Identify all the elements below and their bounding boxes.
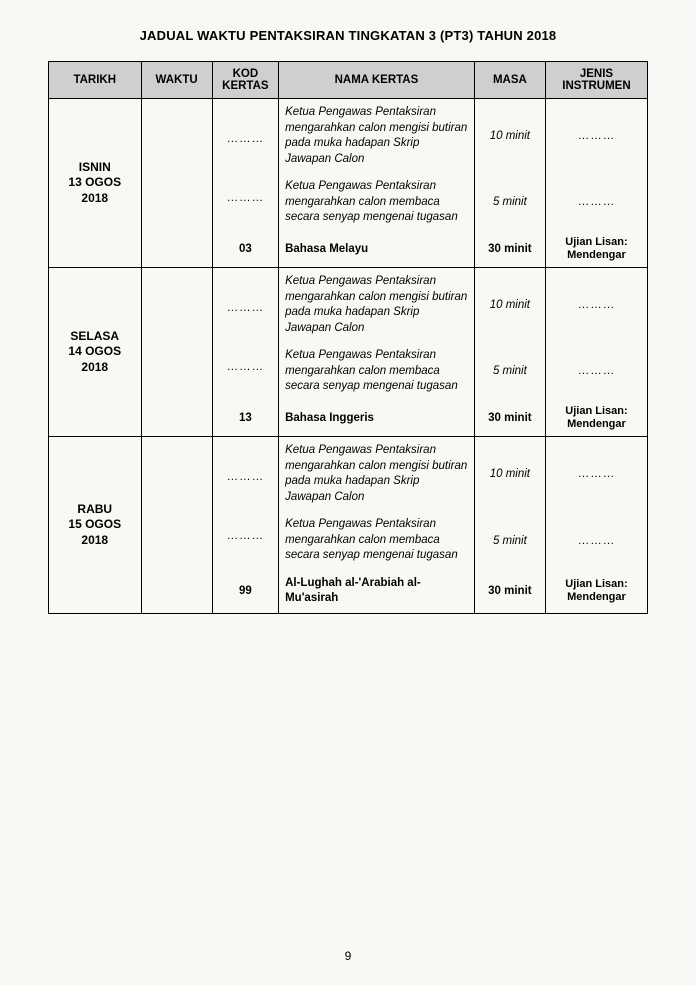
table-row: SELASA14 OGOS2018………Ketua Pengawas Penta… [49,268,648,343]
cell-kod: ……… [212,99,278,174]
cell-jenis: ……… [545,268,647,343]
cell-kod: 13 [212,401,278,437]
page: JADUAL WAKTU PENTAKSIRAN TINGKATAN 3 (PT… [0,0,696,634]
cell-waktu [141,99,212,268]
cell-nama: Ketua Pengawas Pentaksiran mengarahkan c… [279,437,475,512]
th-masa: MASA [474,62,545,99]
cell-kod: ……… [212,342,278,401]
cell-jenis: ……… [545,99,647,174]
cell-nama: Ketua Pengawas Pentaksiran mengarahkan c… [279,173,475,232]
cell-jenis: Ujian Lisan:Mendengar [545,401,647,437]
cell-waktu [141,268,212,437]
cell-kod: ……… [212,173,278,232]
cell-tarikh: SELASA14 OGOS2018 [49,268,142,437]
cell-tarikh: RABU15 OGOS2018 [49,437,142,614]
cell-nama: Ketua Pengawas Pentaksiran mengarahkan c… [279,511,475,570]
cell-nama: Ketua Pengawas Pentaksiran mengarahkan c… [279,268,475,343]
cell-masa: 30 minit [474,232,545,268]
page-title: JADUAL WAKTU PENTAKSIRAN TINGKATAN 3 (PT… [48,28,648,43]
th-jenis: JENIS INSTRUMEN [545,62,647,99]
cell-nama: Bahasa Melayu [279,232,475,268]
cell-masa: 5 minit [474,173,545,232]
cell-jenis: ……… [545,437,647,512]
cell-jenis: ……… [545,511,647,570]
cell-masa: 5 minit [474,342,545,401]
th-waktu: WAKTU [141,62,212,99]
cell-kod: ……… [212,268,278,343]
cell-masa: 10 minit [474,437,545,512]
cell-nama: Bahasa Inggeris [279,401,475,437]
cell-masa: 5 minit [474,511,545,570]
cell-tarikh: ISNIN13 OGOS2018 [49,99,142,268]
page-number: 9 [0,949,696,963]
cell-kod: ……… [212,511,278,570]
cell-nama: Al-Lughah al-'Arabiah al-Mu'asirah [279,570,475,614]
cell-masa: 30 minit [474,570,545,614]
table-row: RABU15 OGOS2018………Ketua Pengawas Pentaks… [49,437,648,512]
cell-nama: Ketua Pengawas Pentaksiran mengarahkan c… [279,342,475,401]
cell-kod: 03 [212,232,278,268]
th-nama: NAMA KERTAS [279,62,475,99]
th-kod: KOD KERTAS [212,62,278,99]
cell-kod: ……… [212,437,278,512]
cell-waktu [141,437,212,614]
cell-kod: 99 [212,570,278,614]
cell-jenis: ……… [545,342,647,401]
cell-masa: 10 minit [474,268,545,343]
cell-jenis: ……… [545,173,647,232]
table-header-row: TARIKH WAKTU KOD KERTAS NAMA KERTAS MASA… [49,62,648,99]
table-row: ISNIN13 OGOS2018………Ketua Pengawas Pentak… [49,99,648,174]
cell-masa: 30 minit [474,401,545,437]
cell-jenis: Ujian Lisan:Mendengar [545,570,647,614]
cell-jenis: Ujian Lisan:Mendengar [545,232,647,268]
cell-masa: 10 minit [474,99,545,174]
th-tarikh: TARIKH [49,62,142,99]
schedule-table: TARIKH WAKTU KOD KERTAS NAMA KERTAS MASA… [48,61,648,614]
cell-nama: Ketua Pengawas Pentaksiran mengarahkan c… [279,99,475,174]
